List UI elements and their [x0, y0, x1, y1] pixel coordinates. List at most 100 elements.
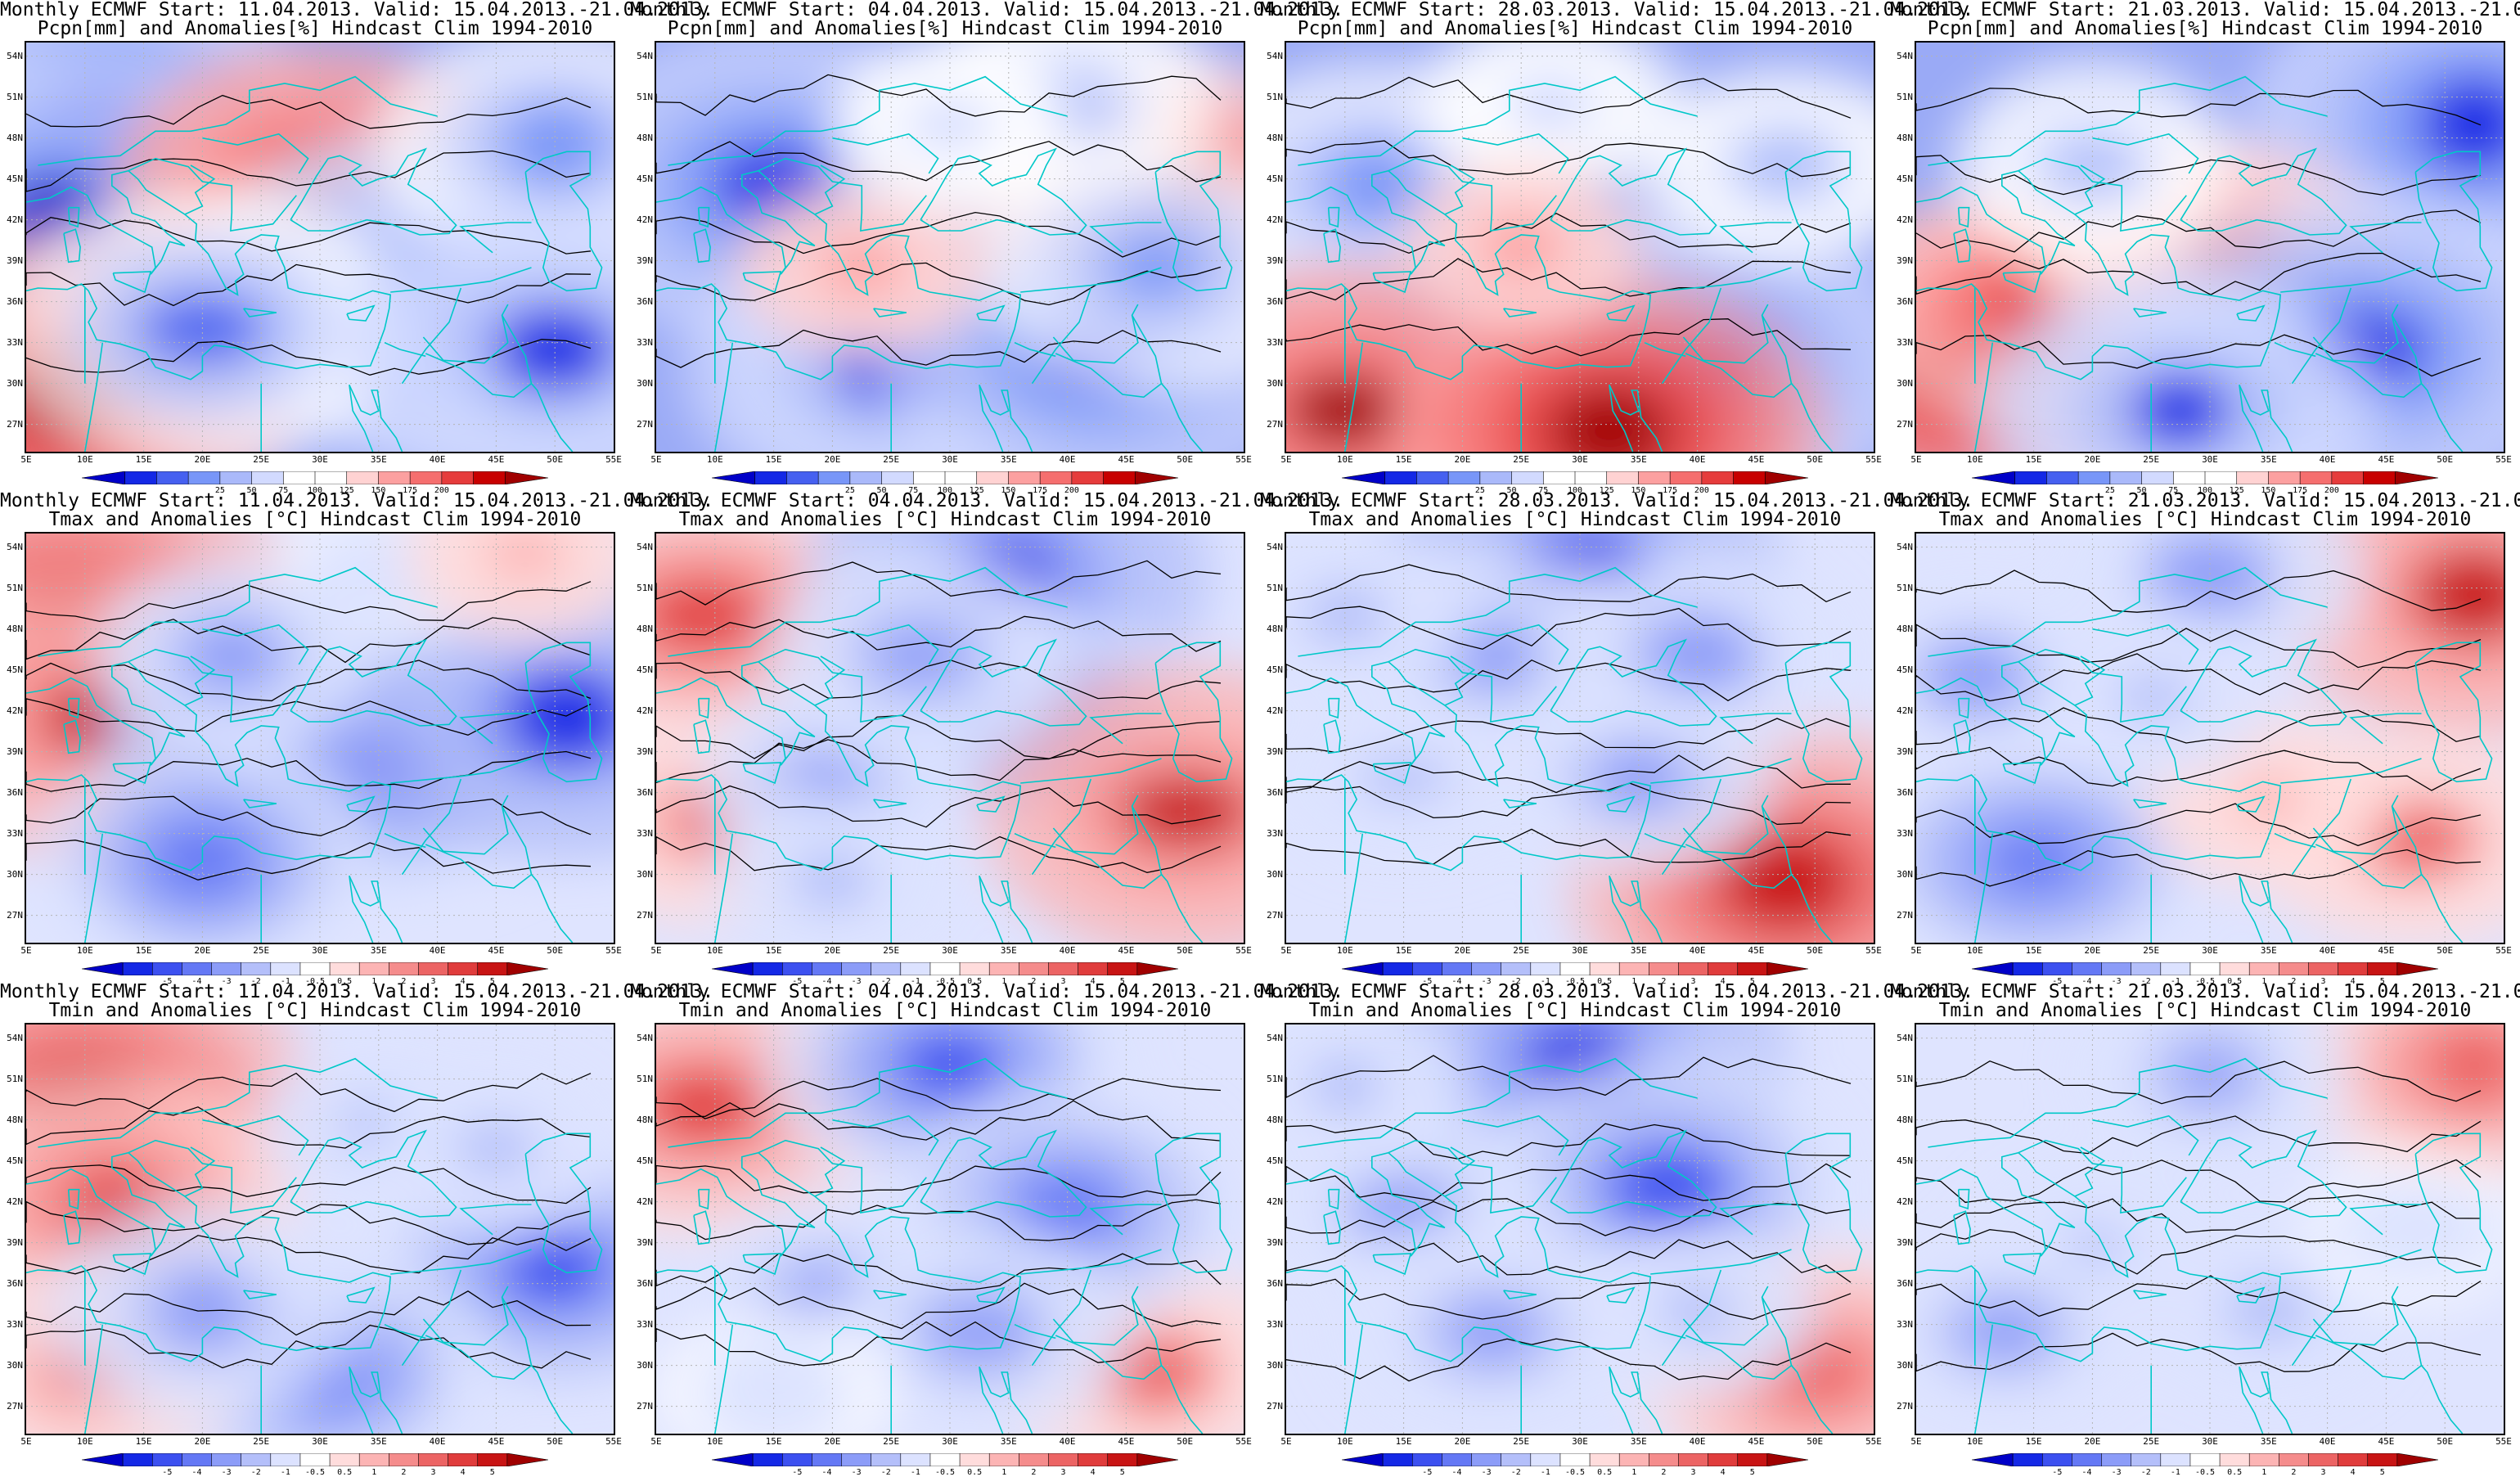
- anomaly-blob: [1735, 137, 1836, 193]
- longitude-label: 50E: [1807, 454, 1824, 465]
- colorbar-label: 150: [1001, 486, 1016, 495]
- longitude-label: 40E: [1689, 945, 1706, 956]
- colorbar-swatch: [1649, 1453, 1680, 1466]
- longitude-label: 50E: [2437, 1436, 2454, 1447]
- colorbar-swatch: [389, 962, 420, 975]
- longitude-label: 10E: [706, 945, 723, 956]
- latitude-label: 36N: [1897, 295, 1913, 307]
- panel-title: Monthly ECMWF Start: 21.03.2013. Valid: …: [1890, 981, 2520, 1002]
- coastline-line: [2391, 1296, 2423, 1366]
- longitude-label: 25E: [1513, 454, 1530, 465]
- colorbar-label: 175: [1663, 486, 1678, 495]
- latitude-label: 54N: [637, 50, 653, 61]
- contour-line: [1286, 659, 1852, 701]
- coastline-line: [814, 655, 846, 706]
- longitude-label: 5E: [650, 1436, 662, 1447]
- latitude-label: 51N: [7, 582, 23, 593]
- longitude-label: 45E: [2378, 454, 2395, 465]
- anomaly-field: [1286, 43, 1874, 452]
- contours: [1286, 564, 1852, 865]
- coastline-line: [697, 206, 710, 228]
- latitude-label: 33N: [1897, 827, 1913, 839]
- panel-title: Monthly ECMWF Start: 21.03.2013. Valid: …: [1890, 490, 2520, 511]
- coastline-line: [920, 638, 1087, 727]
- latitude-label: 33N: [1267, 827, 1283, 839]
- colorbar-swatch: [1618, 962, 1650, 975]
- longitude-label: 40E: [1059, 1436, 1076, 1447]
- coastline-line: [1131, 1296, 1163, 1366]
- latitude-label: 51N: [1897, 91, 1913, 102]
- colorbar-swatch: [1416, 471, 1449, 484]
- latitude-label: 39N: [1897, 1236, 1913, 1248]
- colorbar-label: -4: [2081, 977, 2092, 986]
- colorbar-swatch: [2141, 471, 2175, 484]
- colorbar: [82, 962, 548, 975]
- latitude-label: 42N: [7, 214, 23, 225]
- coastline-line: [1974, 1324, 1994, 1434]
- longitude-label: 45E: [1748, 1436, 1765, 1447]
- longitude-label: 35E: [370, 1436, 387, 1447]
- colorbar-label: 125: [969, 486, 984, 495]
- coastline-line: [1327, 1188, 1340, 1210]
- colorbar-swatch: [2279, 962, 2310, 975]
- colorbar-swatch: [1501, 962, 1532, 975]
- colorbar-swatch: [270, 962, 301, 975]
- coastline-line: [67, 697, 80, 719]
- longitude-label: 55E: [605, 1436, 622, 1447]
- coastline-line: [1790, 874, 1834, 943]
- longitude-label: 35E: [1000, 454, 1017, 465]
- coastline-line: [1661, 1269, 1722, 1367]
- contour-line: [656, 560, 1222, 606]
- latitude-label: 36N: [1267, 786, 1283, 798]
- anomaly-blob: [2377, 1207, 2455, 1251]
- coastline-line: [1790, 383, 1834, 452]
- latitude-label: 39N: [637, 1236, 653, 1248]
- coastline-line: [873, 308, 907, 317]
- coastline-line: [1089, 713, 1162, 745]
- colorbar-label: -4: [191, 977, 202, 986]
- latitude-label: 51N: [1267, 582, 1283, 593]
- colorbar-swatch: [912, 471, 946, 484]
- longitude-label: 10E: [1966, 1436, 1983, 1447]
- colorbar-swatch: [1103, 471, 1136, 484]
- longitude-label: 50E: [2437, 945, 2454, 956]
- coastline-line: [976, 1286, 1006, 1304]
- contour-line: [26, 150, 592, 192]
- colorbar-swatch: [1669, 471, 1703, 484]
- coastline-line: [1031, 287, 1092, 385]
- colorbar-label: -3: [851, 977, 862, 986]
- colorbar-swatch: [959, 962, 991, 975]
- colorbar-swatch: [1530, 1453, 1561, 1466]
- longitude-label: 25E: [1513, 945, 1530, 956]
- panel-tmin-3: Monthly ECMWF Start: 28.03.2013. Valid: …: [1260, 982, 1973, 1477]
- latitude-label: 36N: [1897, 786, 1913, 798]
- colorbar-swatch: [2172, 471, 2206, 484]
- longitude-label: 35E: [1000, 945, 1017, 956]
- colorbar-label: 25: [214, 486, 225, 495]
- anomaly-map: [655, 41, 1245, 453]
- colorbar-swatch: [1384, 471, 1418, 484]
- coastline-line: [401, 1269, 462, 1367]
- colorbar-label: 3: [430, 977, 436, 986]
- coastlines: [26, 566, 603, 943]
- coastline-line: [1650, 1249, 1792, 1275]
- coastline-line: [1444, 655, 1476, 706]
- panel-title: Monthly ECMWF Start: 28.03.2013. Valid: …: [1260, 0, 1974, 20]
- contour-line: [1286, 1123, 1852, 1160]
- longitude-label: 5E: [20, 454, 32, 465]
- panel-title: Monthly ECMWF Start: 11.04.2013. Valid: …: [0, 981, 714, 1002]
- coastlines: [656, 75, 1233, 452]
- coastline-line: [501, 805, 533, 875]
- colorbar-swatch: [448, 1453, 479, 1466]
- latitude-label: 42N: [1267, 214, 1283, 225]
- latitude-label: 54N: [637, 1032, 653, 1043]
- anomaly-blob: [1358, 1182, 1450, 1235]
- latitude-label: 51N: [1267, 1073, 1283, 1084]
- colorbar-swatch: [182, 962, 213, 975]
- map-svg: [1286, 43, 1874, 452]
- coastline-line: [979, 385, 1004, 452]
- latitude-label: 54N: [1267, 50, 1283, 61]
- contour-line: [1916, 334, 2482, 377]
- contour-line: [26, 1200, 592, 1245]
- coastline-line: [1606, 795, 1636, 813]
